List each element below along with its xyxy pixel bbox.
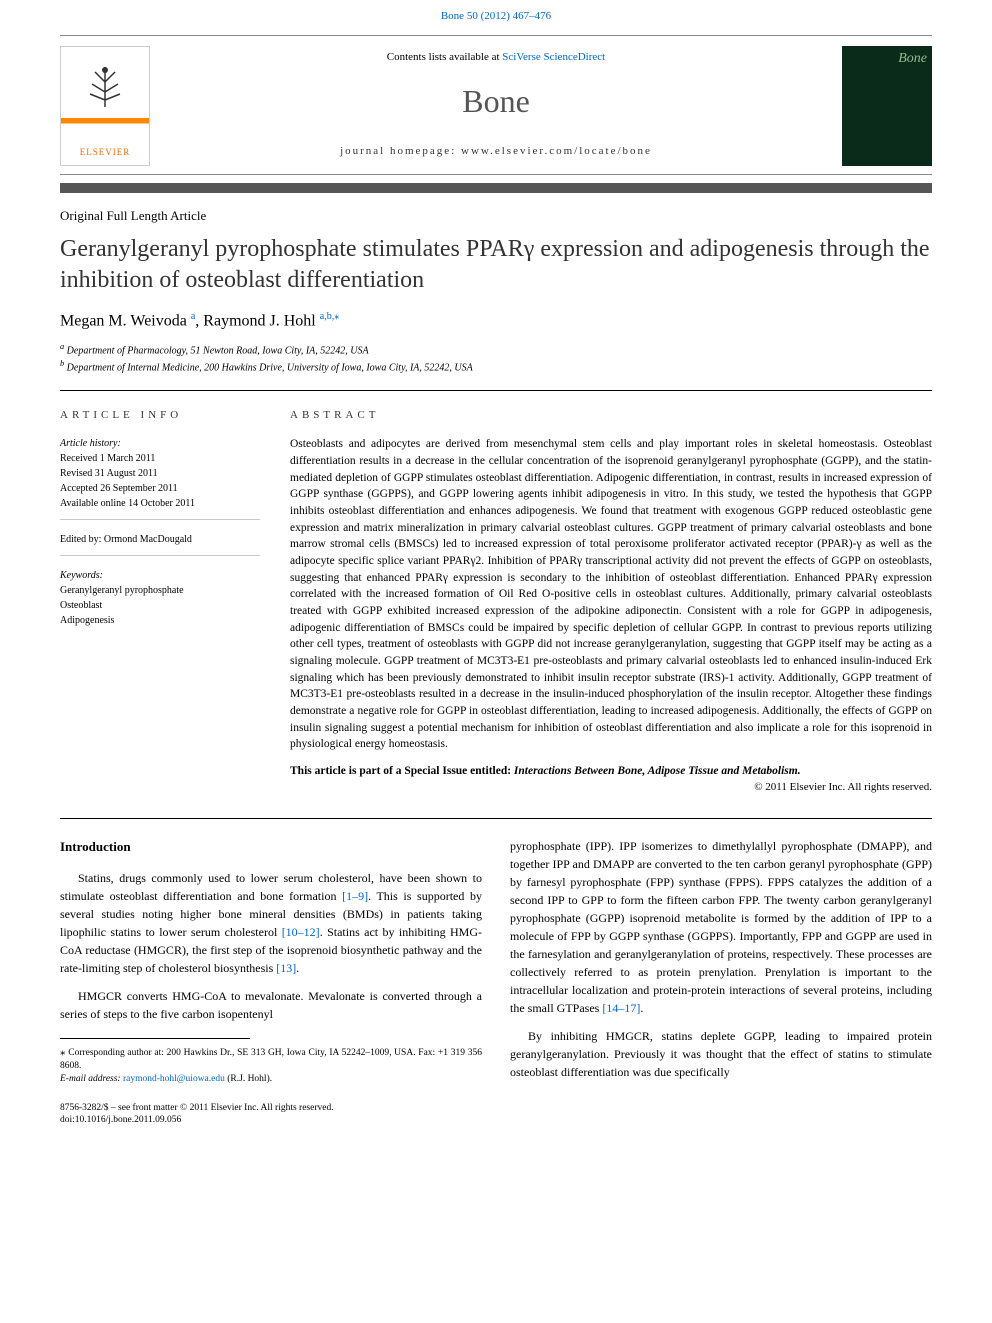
citation: Bone 50 (2012) 467–476 [441,10,551,22]
ref-link[interactable]: [14–17] [602,1001,640,1015]
article-content: Original Full Length Article Geranylgera… [0,208,992,1126]
info-abstract-row: ARTICLE INFO Article history: Received 1… [60,390,932,793]
journal-banner: ELSEVIER Contents lists available at Sci… [60,35,932,175]
author-name: Megan M. Weivoda [60,313,187,330]
page-footer: 8756-3282/$ – see front matter © 2011 El… [60,1102,482,1127]
footnote-divider [60,1038,250,1039]
intro-para: Statins, drugs commonly used to lower se… [60,869,482,977]
editor-line: Edited by: Ormond MacDougald [60,532,260,547]
abstract-text: Osteoblasts and adipocytes are derived f… [290,436,932,753]
elsevier-tree-icon [80,62,130,112]
journal-homepage: journal homepage: www.elsevier.com/locat… [170,145,822,157]
intro-columns: Introduction Statins, drugs commonly use… [60,837,932,1126]
corresponding-footnote: ⁎ Corresponding author at: 200 Hawkins D… [60,1045,482,1074]
banner-center: Contents lists available at SciVerse Sci… [170,36,822,157]
history-item: Revised 31 August 2011 [60,466,260,481]
contents-line: Contents lists available at SciVerse Sci… [170,51,822,63]
affiliations: a Department of Pharmacology, 51 Newton … [60,341,932,376]
intro-heading: Introduction [60,837,482,857]
special-issue: This article is part of a Special Issue … [290,765,932,777]
abstract-col: ABSTRACT Osteoblasts and adipocytes are … [290,409,932,793]
history-block: Article history: Received 1 March 2011 R… [60,436,260,520]
article-info-col: ARTICLE INFO Article history: Received 1… [60,409,260,793]
history-item: Available online 14 October 2011 [60,496,260,511]
keywords-label: Keywords: [60,568,260,583]
footnotes: ⁎ Corresponding author at: 200 Hawkins D… [60,1045,482,1087]
journal-cover-thumb: Bone [842,46,932,166]
article-title: Geranylgeranyl pyrophosphate stimulates … [60,234,932,296]
ref-link[interactable]: [10–12] [282,925,320,939]
intro-col-left: Introduction Statins, drugs commonly use… [60,837,482,1126]
running-header: Bone 50 (2012) 467–476 [0,0,992,27]
doi-line: doi:10.1016/j.bone.2011.09.056 [60,1114,482,1126]
star-icon: ⁎ [60,1046,66,1058]
email-link[interactable]: raymond-hohl@uiowa.edu [123,1074,225,1084]
header-divider [60,183,932,193]
author-affil: a,b, [320,311,334,322]
cover-label: Bone [898,51,927,67]
intro-para: HMGCR converts HMG-CoA to mevalonate. Me… [60,987,482,1023]
author-affil: a [191,311,195,322]
intro-divider [60,818,932,819]
copyright: © 2011 Elsevier Inc. All rights reserved… [290,781,932,793]
ref-link[interactable]: [13] [276,961,296,975]
keywords-block: Keywords: Geranylgeranyl pyrophosphate O… [60,568,260,636]
intro-col-right: pyrophosphate (IPP). IPP isomerizes to d… [510,837,932,1126]
corresponding-star-icon: ⁎ [334,311,339,322]
article-type: Original Full Length Article [60,208,932,224]
history-item: Accepted 26 September 2011 [60,481,260,496]
editor-block: Edited by: Ormond MacDougald [60,532,260,556]
info-heading: ARTICLE INFO [60,409,260,421]
journal-title: Bone [170,83,822,120]
sciencedirect-link[interactable]: SciVerse ScienceDirect [502,51,605,63]
abstract-heading: ABSTRACT [290,409,932,421]
publisher-logo-box: ELSEVIER [60,46,150,166]
intro-para: pyrophosphate (IPP). IPP isomerizes to d… [510,837,932,1017]
history-item: Received 1 March 2011 [60,451,260,466]
publisher-name: ELSEVIER [80,147,131,157]
ref-link[interactable]: [1–9] [342,889,368,903]
authors: Megan M. Weivoda a, Raymond J. Hohl a,b,… [60,311,932,330]
keyword: Osteoblast [60,598,260,613]
intro-para: By inhibiting HMGCR, statins deplete GGP… [510,1027,932,1081]
keyword: Geranylgeranyl pyrophosphate [60,583,260,598]
email-footnote: E-mail address: raymond-hohl@uiowa.edu (… [60,1073,482,1086]
author-name: Raymond J. Hohl [203,313,315,330]
history-label: Article history: [60,436,260,451]
affiliation: a Department of Pharmacology, 51 Newton … [60,341,932,358]
keyword: Adipogenesis [60,613,260,628]
affiliation: b Department of Internal Medicine, 200 H… [60,358,932,375]
issn-line: 8756-3282/$ – see front matter © 2011 El… [60,1102,482,1114]
